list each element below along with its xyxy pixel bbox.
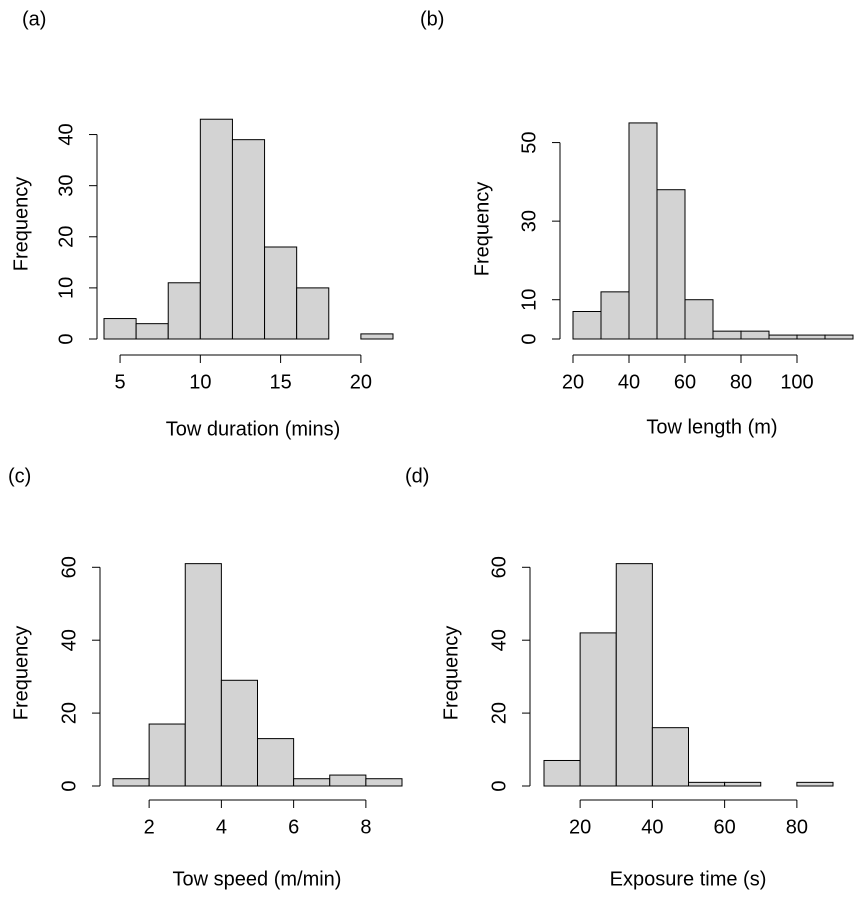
y-tick-label: 10	[55, 277, 77, 299]
bar	[167, 282, 201, 340]
x-tick-label: 20	[350, 371, 372, 393]
bar	[572, 311, 602, 340]
bar	[824, 334, 854, 340]
y-tick-label: 0	[55, 333, 77, 344]
bar	[220, 679, 258, 787]
bar	[688, 781, 726, 787]
x-axis-label: Tow duration (mins)	[166, 418, 341, 440]
bar	[135, 323, 169, 340]
bar	[360, 333, 394, 340]
bar	[112, 778, 150, 787]
y-tick-label: 20	[55, 226, 77, 248]
panel-label: (c)	[8, 465, 31, 487]
bar	[628, 122, 658, 340]
y-axis-label: Frequency	[10, 626, 32, 721]
panel-label: (b)	[420, 8, 444, 30]
y-tick-label: 0	[518, 333, 540, 344]
y-tick-label: 10	[518, 289, 540, 311]
bar	[796, 334, 826, 340]
y-tick-label: 0	[58, 780, 80, 791]
x-tick-label: 80	[730, 371, 752, 393]
bar	[712, 330, 742, 340]
bar	[740, 330, 770, 340]
x-tick-label: 60	[674, 371, 696, 393]
bar	[148, 723, 186, 787]
bar	[365, 778, 403, 787]
bar	[543, 759, 581, 787]
x-tick-label: 100	[780, 371, 813, 393]
x-tick-label: 10	[189, 371, 211, 393]
bar	[600, 291, 630, 340]
bar	[656, 189, 686, 340]
panel-label: (d)	[405, 465, 429, 487]
x-tick-label: 60	[714, 816, 736, 838]
y-tick-label: 30	[518, 210, 540, 232]
y-tick-label: 0	[488, 780, 510, 791]
bar	[184, 563, 222, 787]
panel-label: (a)	[22, 8, 46, 30]
bar	[796, 781, 834, 787]
bar	[296, 287, 330, 340]
x-tick-label: 20	[569, 816, 591, 838]
x-tick-label: 40	[641, 816, 663, 838]
bar	[724, 781, 762, 787]
x-axis-label: Tow length (m)	[646, 416, 777, 438]
y-tick-label: 60	[488, 556, 510, 578]
bar	[579, 632, 617, 787]
bar	[768, 334, 798, 340]
bar	[103, 318, 137, 340]
y-tick-label: 30	[55, 175, 77, 197]
y-tick-label: 50	[518, 131, 540, 153]
x-axis-label: Exposure time (s)	[610, 868, 767, 890]
bar	[651, 727, 689, 787]
bar	[684, 299, 714, 340]
x-tick-label: 15	[269, 371, 291, 393]
x-tick-label: 5	[114, 371, 125, 393]
x-tick-label: 2	[144, 816, 155, 838]
x-tick-label: 40	[618, 371, 640, 393]
y-tick-label: 20	[488, 702, 510, 724]
x-tick-label: 20	[562, 371, 584, 393]
x-tick-label: 4	[216, 816, 227, 838]
y-axis-label: Frequency	[10, 177, 32, 272]
y-axis-label: Frequency	[440, 626, 462, 721]
x-tick-label: 8	[360, 816, 371, 838]
x-axis-label: Tow speed (m/min)	[173, 868, 342, 890]
bar	[293, 778, 331, 787]
bar	[615, 563, 653, 787]
bar	[199, 118, 233, 340]
bar	[264, 246, 298, 340]
bar	[257, 738, 295, 787]
x-tick-label: 6	[288, 816, 299, 838]
y-tick-label: 60	[58, 556, 80, 578]
x-tick-label: 80	[786, 816, 808, 838]
y-tick-label: 40	[55, 123, 77, 145]
y-axis-label: Frequency	[471, 182, 493, 277]
y-tick-label: 40	[58, 629, 80, 651]
bar	[329, 774, 367, 787]
y-tick-label: 40	[488, 629, 510, 651]
bar	[231, 139, 266, 340]
y-tick-label: 20	[58, 702, 80, 724]
